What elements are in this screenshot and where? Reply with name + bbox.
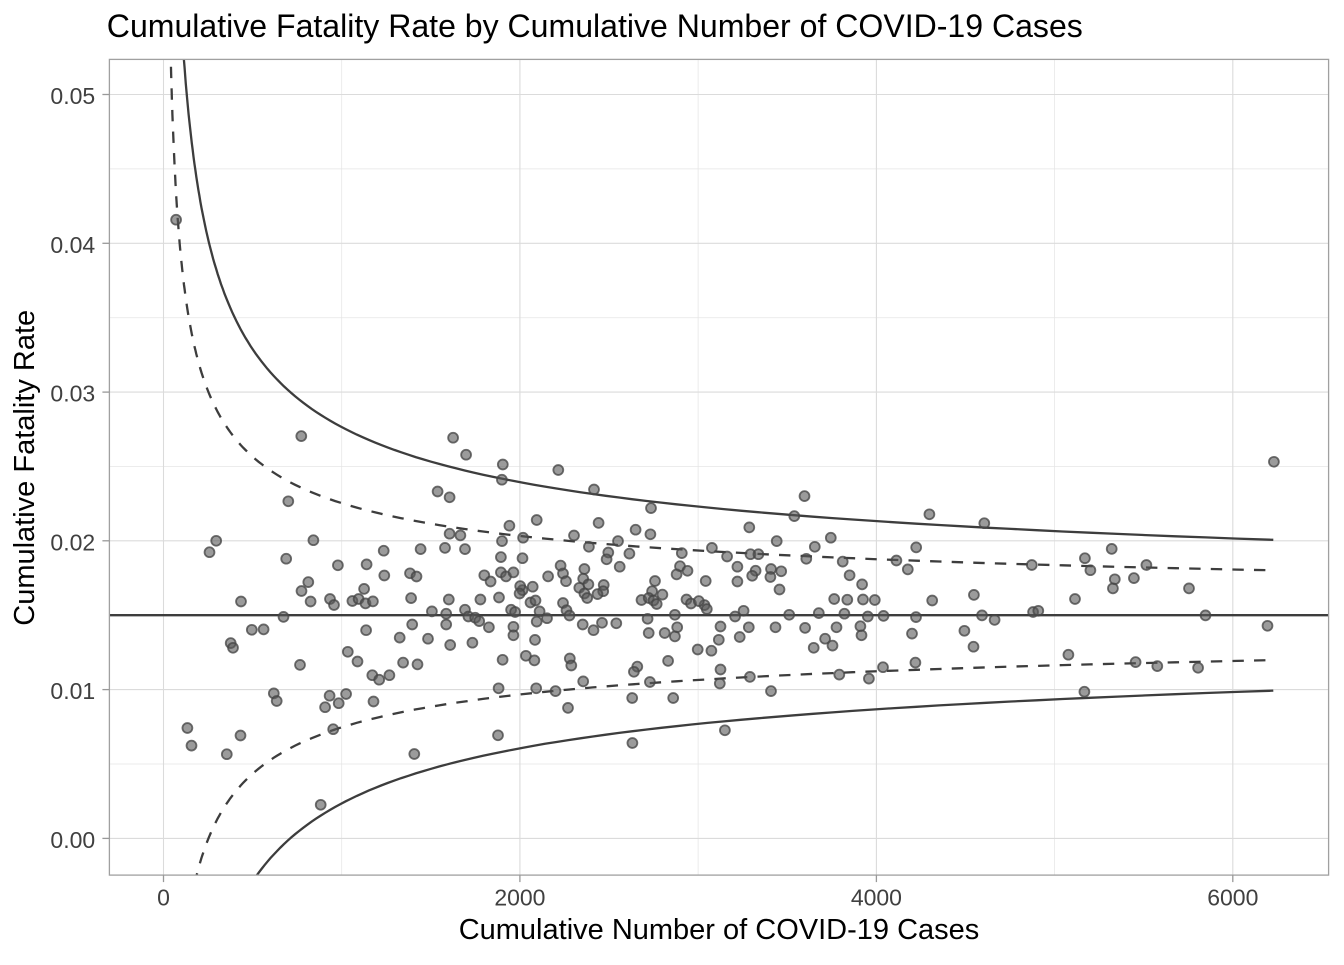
svg-text:0.03: 0.03 bbox=[50, 381, 95, 407]
svg-text:0.01: 0.01 bbox=[50, 678, 95, 704]
svg-text:6000: 6000 bbox=[1207, 885, 1258, 911]
svg-text:2000: 2000 bbox=[494, 885, 545, 911]
svg-text:Cumulative Fatality Rate by Cu: Cumulative Fatality Rate by Cumulative N… bbox=[107, 8, 1083, 44]
svg-text:Cumulative Number of COVID-19: Cumulative Number of COVID-19 Cases bbox=[459, 914, 980, 946]
svg-text:0.05: 0.05 bbox=[50, 83, 95, 109]
svg-text:0: 0 bbox=[157, 885, 170, 911]
svg-text:0.00: 0.00 bbox=[50, 827, 95, 853]
svg-text:4000: 4000 bbox=[851, 885, 902, 911]
svg-text:Cumulative Fatality Rate: Cumulative Fatality Rate bbox=[9, 310, 41, 626]
svg-text:0.04: 0.04 bbox=[50, 232, 95, 258]
svg-text:0.02: 0.02 bbox=[50, 529, 95, 555]
